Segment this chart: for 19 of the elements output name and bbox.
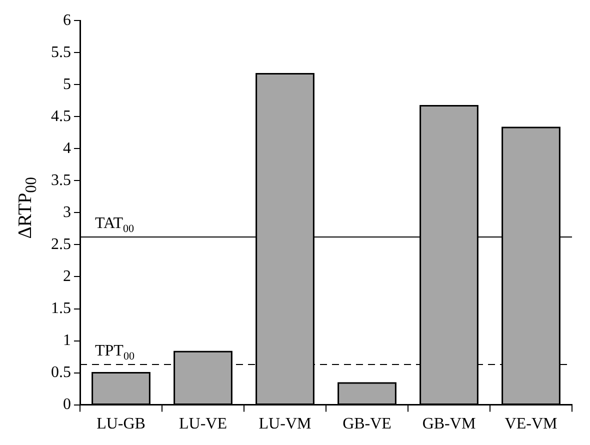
y-tick-label: 3.5	[51, 172, 71, 189]
x-tick-label: VE-VM	[504, 416, 558, 433]
y-tick-label: 0	[63, 396, 71, 414]
y-tick-label: 3	[63, 204, 71, 221]
y-tick-label: 0.5	[51, 364, 71, 381]
y-tick-label: 2	[63, 268, 71, 285]
y-tick-label: 6	[63, 12, 71, 29]
y-tick-label: 1	[63, 332, 71, 349]
y-tick-label: 5	[63, 76, 71, 93]
y-tick-label: 2.5	[51, 236, 71, 253]
x-tick-label: LU-VM	[258, 416, 312, 433]
x-tick-label: GB-VM	[422, 416, 476, 433]
x-tick-label: GB-VE	[342, 416, 392, 433]
x-tick-label: LU-GB	[96, 416, 146, 433]
y-tick-label: 1.5	[51, 300, 71, 317]
y-tick-label: 5.5	[51, 44, 71, 61]
y-tick-label: 4.5	[51, 108, 71, 125]
y-tick-label: 4	[63, 140, 71, 157]
x-tick-label: LU-VE	[179, 416, 227, 433]
